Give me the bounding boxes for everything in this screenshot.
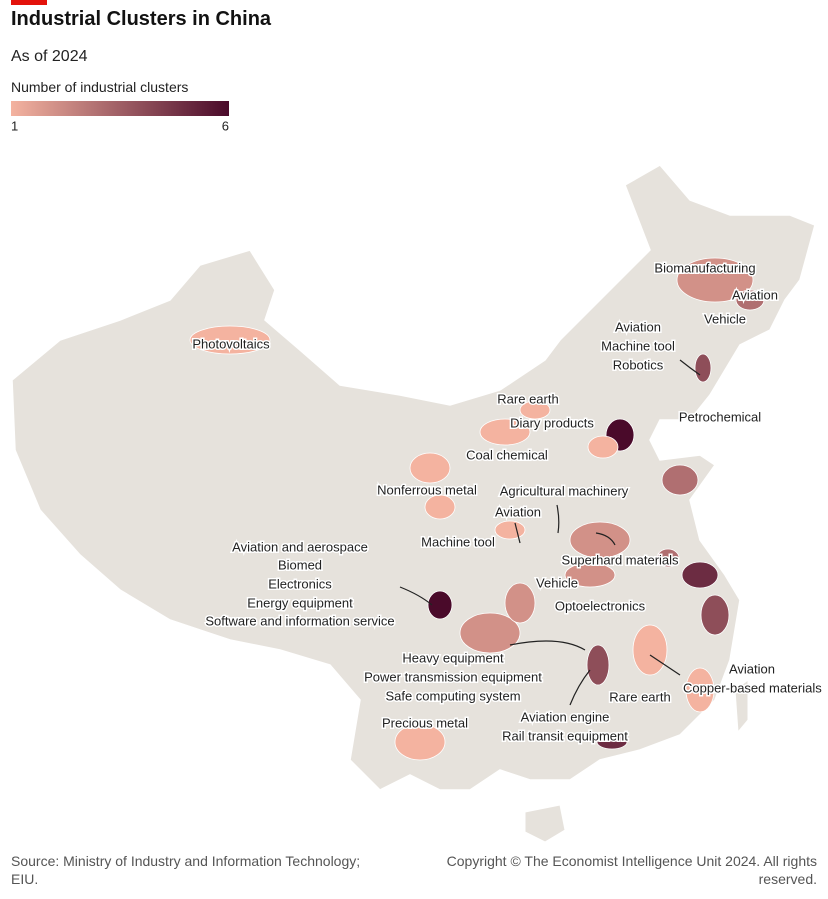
cluster-region [424,494,456,520]
annotation: Petrochemical [679,409,761,424]
legend-min: 1 [11,118,18,133]
annotation: Aviation engine [521,709,610,724]
annotation: Optoelectronics [555,598,646,613]
annotation: Energy equipment [247,595,353,610]
annotation: Rare earth [497,391,558,406]
annotation: Biomanufacturing [654,260,755,275]
cluster-region [394,723,446,761]
cluster-region [569,521,631,559]
annotation: Copper-based materials [683,680,822,695]
cluster-region [519,400,551,420]
cluster-region [676,257,754,303]
legend-title: Number of industrial clusters [11,79,189,95]
cluster-region [479,418,531,446]
cluster-region [735,289,765,311]
cluster-region [189,325,271,355]
cluster-region [694,353,712,383]
annotation: Diary products [510,415,594,430]
cluster-region [685,667,715,713]
cluster-region [587,435,619,459]
cluster-region [427,590,453,620]
copyright: Copyright © The Economist Intelligence U… [446,853,817,887]
annotation: Superhard materials [561,552,679,567]
china-outline [11,164,816,791]
annotation: Robotics [613,357,664,372]
annotation: Nonferrous metal [377,482,477,497]
annotation: Power transmission equipment [364,669,542,684]
taiwan [734,678,749,734]
annotation: Machine tool [421,534,495,549]
arrows [399,359,701,706]
subtitle: As of 2024 [11,48,88,65]
cluster-region [409,452,451,484]
annotation: Aviation [729,661,775,676]
cluster-region [494,520,526,540]
annotation: Electronics [268,576,332,591]
annotation: Vehicle [536,575,578,590]
title: Industrial Clusters in China [11,8,272,30]
cluster-region [504,582,536,624]
annotation: Rare earth [609,689,670,704]
hainan [524,804,566,843]
annotation: Aviation [615,319,661,334]
annotation: Machine tool [601,338,675,353]
annotation: Agricultural machinery [500,483,629,498]
annotation: Aviation [495,504,541,519]
annotation: Aviation and aerospace [232,539,368,554]
legend-max: 6 [222,118,229,133]
cluster-region [656,548,680,568]
annotation: Coal chemical [466,447,548,462]
accent-bar [11,0,47,5]
cluster-region [661,464,699,496]
annotation: Vehicle [704,311,746,326]
legend-scale [11,101,229,116]
cluster-region [632,624,668,676]
cluster-region [459,612,521,654]
cluster-region [596,734,628,750]
annotation: Safe computing system [385,688,520,703]
cluster-region [700,594,730,636]
annotation: Aviation [732,287,778,302]
annotation: Rail transit equipment [502,728,628,743]
cluster-region [681,561,719,589]
annotation: Heavy equipment [402,650,504,665]
annotation: Photovoltaics [192,336,270,351]
source: Source: Ministry of Industry and Informa… [11,853,361,887]
annotation: Biomed [278,557,322,572]
cluster-region [586,644,610,686]
annotation: Precious metal [382,715,468,730]
cluster-region [564,562,616,588]
annotation: Software and information service [205,613,394,628]
